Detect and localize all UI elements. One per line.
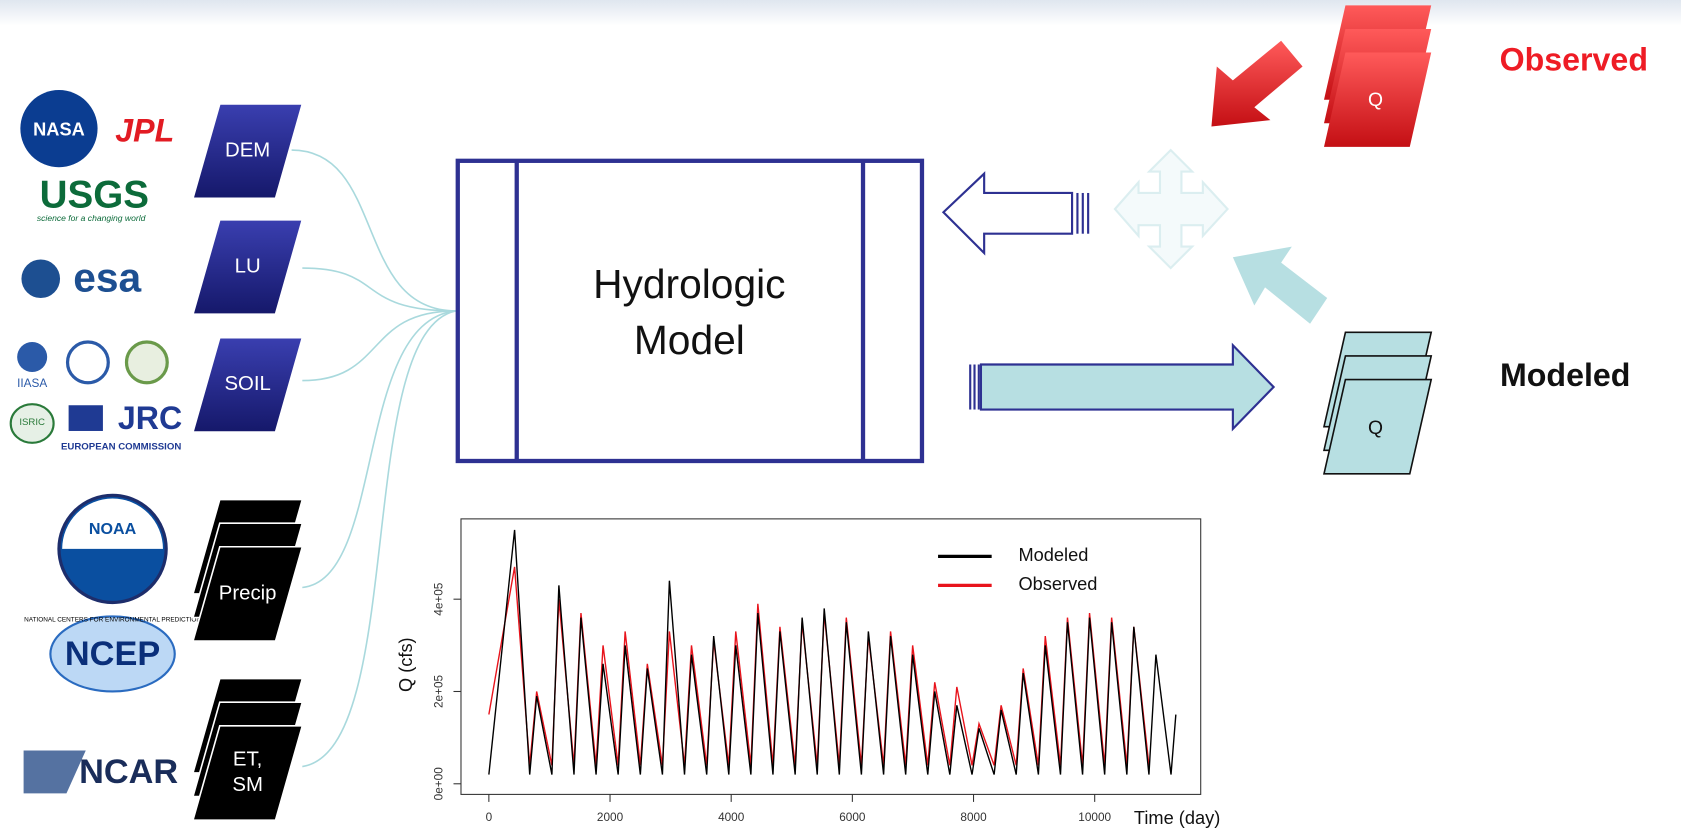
y-tick-label: 2e+05 bbox=[433, 674, 446, 708]
model bbox=[455, 158, 925, 464]
jrc-text: JRC bbox=[118, 400, 182, 436]
input-card bbox=[191, 545, 304, 642]
y-tick-label: 4e+05 bbox=[433, 582, 446, 616]
input-label: SM bbox=[232, 774, 263, 796]
arrow-stripes bbox=[1076, 192, 1090, 234]
ncep-ring-text: NATIONAL CENTERS FOR ENVIRONMENTAL PREDI… bbox=[24, 616, 201, 623]
link bbox=[302, 267, 456, 312]
observed-stack bbox=[1324, 5, 1432, 147]
modeled-q: Q bbox=[1368, 418, 1383, 439]
compare-cross bbox=[1113, 148, 1229, 270]
ncep-logo bbox=[49, 615, 176, 693]
nasa-text: NASA bbox=[33, 120, 85, 140]
modeled-label: Modeled bbox=[1500, 357, 1630, 393]
model-label: Model bbox=[634, 317, 745, 363]
output-arrow bbox=[979, 342, 1276, 432]
x-tick-label: 10000 bbox=[1078, 811, 1111, 824]
input-label: ET, bbox=[233, 748, 262, 770]
chart: 0e+00 2e+05 4e+05 0 2000 4000 6000 8000 10000 Mod… bbox=[433, 529, 1177, 824]
input-label: SOIL bbox=[224, 373, 270, 395]
x-tick-label: 0 bbox=[486, 811, 493, 824]
input-card bbox=[191, 336, 304, 433]
modeled-stack bbox=[1322, 331, 1433, 475]
input-label: Precip bbox=[219, 582, 277, 604]
isric-logo bbox=[9, 403, 55, 444]
iscas-logo bbox=[124, 340, 169, 385]
isric-text: ISRIC bbox=[19, 417, 45, 428]
observed-q: Q bbox=[1368, 90, 1383, 111]
x-axis-label: Time (day) bbox=[1134, 808, 1220, 828]
link bbox=[302, 310, 456, 589]
series-line bbox=[488, 529, 1177, 775]
jpl-text: JPL bbox=[115, 112, 174, 148]
noaa-text: NOAA bbox=[89, 520, 137, 538]
logos: NASA JPL USGS science for a changing wor… bbox=[9, 90, 201, 794]
iiasa-logo bbox=[17, 341, 48, 373]
input-card bbox=[191, 724, 304, 821]
feedback-arrow bbox=[941, 171, 1074, 256]
q-card bbox=[1322, 378, 1433, 475]
observed-arrow bbox=[1211, 40, 1303, 127]
legend-label: Modeled bbox=[1018, 545, 1088, 565]
ncar-swoosh bbox=[23, 750, 86, 794]
ncar-text: NCAR bbox=[79, 753, 178, 791]
model-label: Hydrologic bbox=[593, 261, 785, 307]
esa-logo bbox=[21, 259, 61, 299]
input-links bbox=[291, 149, 456, 768]
input-card bbox=[191, 218, 304, 315]
y-tick-label: 0e+00 bbox=[433, 767, 446, 801]
x-tick-label: 4000 bbox=[718, 811, 745, 824]
eu-flag bbox=[68, 405, 103, 431]
link bbox=[302, 310, 456, 382]
iiasa-text: IIASA bbox=[17, 377, 47, 390]
esa-text: esa bbox=[73, 255, 141, 301]
modeled-arrow bbox=[1232, 246, 1328, 324]
ncep-text: NCEP bbox=[65, 635, 160, 673]
y-axis-label: Q (cfs) bbox=[396, 637, 416, 692]
legend-label: Observed bbox=[1018, 574, 1097, 594]
usgs-tagline: science for a changing world bbox=[37, 213, 146, 223]
input-label: LU bbox=[235, 255, 261, 277]
input-label: DEM bbox=[225, 140, 270, 162]
q-card bbox=[1324, 52, 1432, 147]
fao-logo bbox=[65, 340, 110, 385]
link bbox=[302, 310, 456, 768]
noaa-sky bbox=[62, 498, 163, 549]
x-tick-label: 8000 bbox=[960, 811, 987, 824]
link bbox=[291, 149, 456, 312]
x-tick-label: 2000 bbox=[597, 811, 624, 824]
nasa-logo bbox=[20, 90, 98, 168]
usgs-text: USGS bbox=[40, 173, 149, 216]
model-box bbox=[455, 158, 925, 464]
input-card bbox=[191, 103, 304, 200]
x-tick-label: 6000 bbox=[839, 811, 866, 824]
observed-label: Observed bbox=[1500, 42, 1648, 78]
arrow-stripes bbox=[969, 364, 980, 410]
ec-text: EUROPEAN COMMISSION bbox=[61, 442, 181, 453]
inputs: DEM LU SOIL Precip ET, SM bbox=[191, 103, 304, 821]
